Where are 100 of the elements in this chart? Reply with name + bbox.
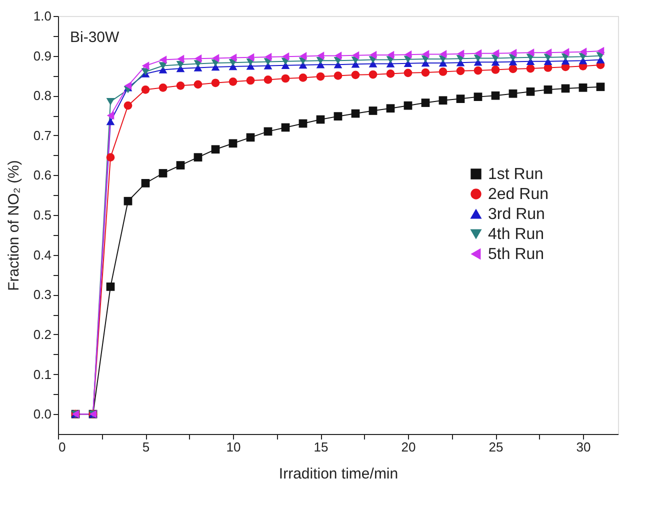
point	[124, 101, 132, 110]
point	[176, 161, 185, 170]
point	[474, 66, 482, 75]
x-tick-label: 20	[401, 440, 416, 454]
point	[508, 89, 518, 98]
point	[194, 80, 202, 89]
point	[491, 91, 500, 100]
x-tick-label: 30	[576, 440, 591, 454]
legend-label: 1st Run	[488, 166, 544, 183]
x-tick-label: 0	[58, 440, 66, 454]
point	[544, 48, 552, 57]
point	[158, 83, 168, 92]
point	[456, 66, 465, 76]
point	[246, 76, 255, 85]
point	[106, 98, 115, 106]
point	[194, 54, 202, 63]
point	[369, 50, 377, 60]
point	[228, 78, 238, 86]
point	[438, 96, 448, 105]
point	[334, 72, 342, 80]
x-axis-title: Irradition time/min	[278, 466, 398, 482]
point	[456, 94, 465, 103]
point	[526, 64, 535, 73]
point	[106, 282, 115, 291]
y-tick-label: 0.8	[33, 88, 52, 104]
point	[141, 179, 150, 188]
legend-label: 4th Run	[488, 226, 544, 243]
point	[544, 85, 552, 94]
point	[264, 52, 272, 62]
y-tick-label: 1.0	[33, 8, 52, 24]
point	[596, 82, 605, 92]
point	[316, 72, 325, 81]
point	[124, 81, 132, 90]
point	[176, 81, 185, 90]
point	[264, 76, 272, 84]
x-tick-label: 25	[488, 440, 504, 454]
x-tick-label: 10	[226, 440, 241, 454]
point	[316, 115, 325, 124]
legend-label: 3rd Run	[488, 206, 545, 223]
y-tick-label: 0.5	[33, 208, 52, 223]
point	[298, 119, 308, 128]
point	[352, 51, 360, 60]
y-tick-label: 0.0	[33, 406, 52, 422]
point	[422, 50, 430, 58]
point	[229, 54, 237, 62]
point	[142, 62, 150, 70]
point	[334, 112, 342, 121]
point	[578, 83, 588, 92]
point	[404, 101, 412, 110]
point	[404, 68, 412, 78]
y-tick-label: 0.9	[33, 48, 52, 64]
point	[386, 70, 395, 78]
point	[106, 118, 115, 126]
point	[492, 49, 500, 58]
point	[212, 54, 220, 62]
point	[421, 98, 430, 107]
point	[438, 68, 448, 76]
point	[176, 54, 184, 64]
point	[509, 48, 517, 58]
point	[596, 46, 604, 56]
point	[124, 196, 132, 206]
point	[474, 92, 482, 101]
point	[264, 127, 272, 136]
y-tick-label: 0.2	[33, 326, 52, 342]
y-tick-label: 0.6	[33, 168, 52, 183]
point	[579, 48, 587, 56]
y-axis-title: Fraction of NO₂ (%)	[5, 160, 22, 291]
point	[211, 78, 220, 88]
point	[368, 70, 378, 79]
point	[386, 104, 395, 113]
point	[526, 48, 534, 57]
point	[562, 48, 570, 56]
point	[194, 153, 202, 162]
point	[334, 52, 342, 60]
annotation: Bi-30W	[70, 29, 120, 46]
point	[228, 139, 238, 148]
point	[474, 49, 482, 58]
y-tick-label: 0.4	[33, 247, 52, 262]
point	[106, 153, 115, 162]
point	[421, 68, 430, 77]
point	[281, 123, 290, 132]
point	[158, 62, 168, 70]
point	[106, 111, 114, 120]
point	[404, 50, 412, 59]
point	[281, 74, 290, 83]
point	[561, 84, 570, 93]
point	[158, 169, 168, 178]
point	[386, 50, 394, 60]
point	[298, 74, 308, 82]
point	[299, 52, 307, 60]
point	[316, 52, 324, 60]
legend-label: 2ed Run	[488, 186, 548, 203]
x-tick-label: 15	[314, 440, 328, 454]
point	[246, 133, 255, 142]
point	[351, 70, 360, 80]
y-tick-label: 0.3	[33, 287, 52, 302]
point	[246, 53, 254, 62]
y-tick-label: 0.1	[33, 366, 52, 382]
y-tick-label: 0.7	[33, 128, 52, 143]
point	[159, 56, 167, 64]
